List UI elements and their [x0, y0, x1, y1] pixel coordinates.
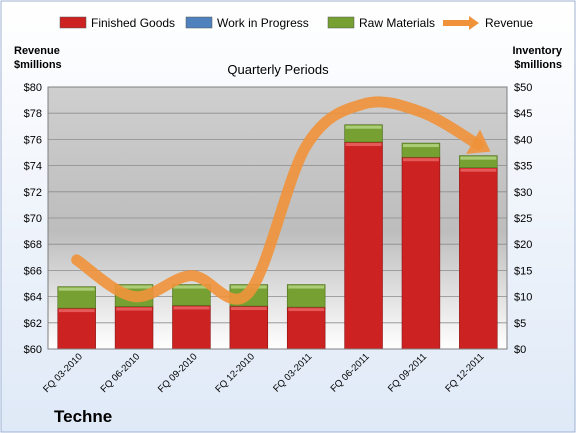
left-tick-label: $74: [24, 161, 42, 173]
right-tick-label: $15: [514, 265, 532, 277]
bar-finished-goods-highlight: [58, 309, 95, 313]
legend-swatch-arrow: [469, 16, 479, 30]
legend-label: Revenue: [485, 16, 533, 30]
legend-label: Raw Materials: [359, 16, 435, 30]
left-tick-label: $70: [24, 213, 42, 225]
bar-finished-goods: [172, 305, 211, 350]
chart-subtitle: Quarterly Periods: [227, 62, 329, 77]
left-tick-label: $66: [24, 265, 42, 277]
bar-finished-goods: [114, 306, 154, 350]
right-axis-title-line1: Inventory: [512, 45, 562, 57]
bar-raw-materials: [344, 124, 383, 143]
bar-raw-materials-highlight: [116, 285, 152, 289]
right-axis-title: Inventory $millions: [512, 44, 562, 72]
bar-raw-materials-highlight: [345, 125, 382, 129]
bar-raw-materials-highlight: [460, 156, 497, 160]
left-axis-title-line2: $millions: [14, 59, 62, 71]
left-tick-label: $78: [24, 108, 42, 120]
right-tick-label: $30: [514, 187, 532, 199]
bar-raw-materials-highlight: [288, 285, 325, 289]
left-tick-label: $62: [24, 318, 42, 330]
right-tick-label: $45: [514, 108, 532, 120]
bar-finished-goods: [57, 307, 96, 350]
left-tick-label: $64: [24, 292, 42, 304]
legend-item: Raw Materials: [327, 16, 435, 30]
revenue-line: [71, 96, 484, 305]
left-axis-title-line1: Revenue: [14, 45, 60, 57]
legend-swatch: [185, 16, 213, 29]
bar-finished-goods: [229, 305, 269, 350]
right-axis-title-line2: $millions: [514, 59, 562, 71]
legend-swatch: [327, 16, 355, 29]
revenue-arrowhead: [466, 129, 491, 154]
bar-raw-materials: [57, 286, 96, 309]
bar-finished-goods-highlight: [173, 306, 210, 310]
bar-raw-materials-highlight: [58, 287, 95, 291]
legend-label: Finished Goods: [91, 16, 175, 30]
bar-finished-goods-highlight: [403, 158, 439, 162]
bar-raw-materials-highlight: [403, 144, 439, 148]
legend-swatch: [59, 16, 87, 29]
left-tick-label: $68: [24, 239, 42, 251]
bar-finished-goods: [401, 156, 441, 350]
right-tick-label: $5: [514, 318, 526, 330]
bar-finished-goods-highlight: [116, 307, 152, 311]
bar-finished-goods-highlight: [345, 143, 382, 147]
left-tick-label: $72: [24, 187, 42, 199]
right-tick-label: $10: [514, 292, 532, 304]
company-name: Techne: [54, 407, 113, 426]
legend-item: Work in Progress: [185, 16, 309, 30]
bar-raw-materials-highlight: [173, 285, 210, 289]
bar-raw-materials: [286, 284, 326, 308]
left-axis-title: Revenue $millions: [14, 44, 62, 72]
right-tick-label: $35: [514, 161, 532, 173]
bar-finished-goods-highlight: [460, 168, 497, 172]
legend-item: Revenue: [443, 16, 533, 30]
right-tick-label: $50: [514, 82, 532, 94]
right-tick-label: $20: [514, 239, 532, 251]
bar-finished-goods: [459, 167, 498, 350]
bar-finished-goods: [344, 141, 383, 350]
left-tick-label: $80: [24, 82, 42, 94]
bar-finished-goods-highlight: [230, 307, 267, 311]
plot-border: [47, 86, 508, 350]
bar-finished-goods: [286, 306, 326, 350]
right-tick-label: $40: [514, 134, 532, 146]
left-tick-label: $76: [24, 134, 42, 146]
legend-label: Work in Progress: [217, 16, 309, 30]
legend-item: Finished Goods: [59, 16, 175, 30]
left-tick-label: $60: [24, 344, 42, 356]
bar-finished-goods-highlight: [288, 308, 325, 312]
right-tick-label: $0: [514, 344, 526, 356]
bar-raw-materials: [172, 284, 211, 306]
right-tick-label: $25: [514, 213, 532, 225]
